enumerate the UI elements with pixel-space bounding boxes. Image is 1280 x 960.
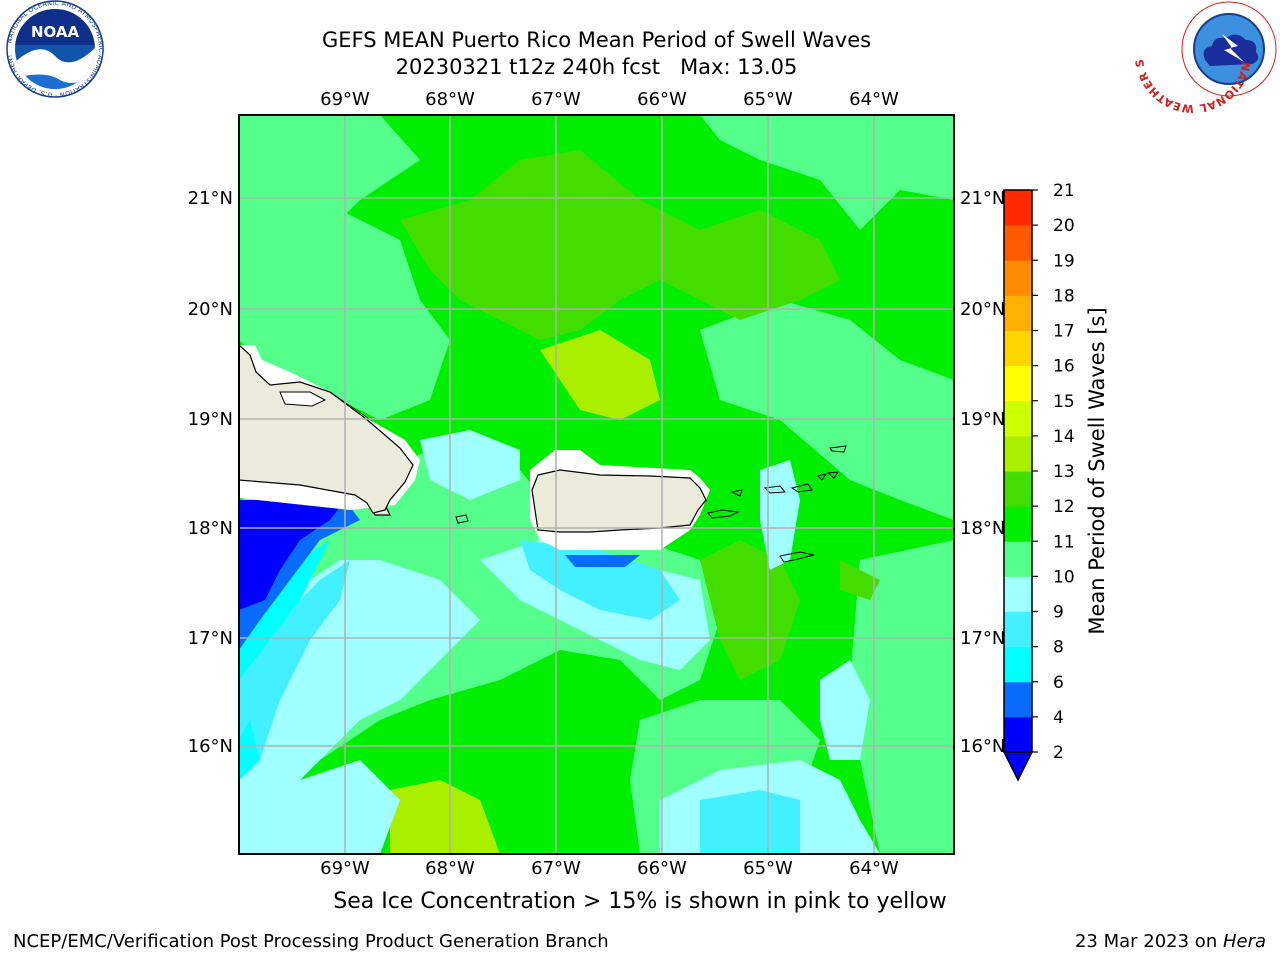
lon-label: 68°W — [425, 858, 475, 879]
colorbar-segment — [1004, 506, 1032, 542]
colorbar-tick-label: 15 — [1053, 392, 1075, 412]
lat-label: 21°N — [188, 188, 233, 209]
footer-date-text: 23 Mar 2023 on — [1074, 931, 1223, 952]
lat-label: 16°N — [188, 736, 233, 757]
lat-label: 19°N — [188, 409, 233, 430]
gridlines — [239, 115, 954, 854]
colorbar-tick-label: 2 — [1053, 743, 1064, 763]
lon-label: 69°W — [320, 858, 370, 879]
colorbar-tick-label: 13 — [1053, 462, 1075, 482]
nws-ring-text: NATIONAL WEATHER SERVICE — [0, 0, 1252, 115]
chart-title: GEFS MEAN Puerto Rico Mean Period of Swe… — [321, 28, 872, 52]
lon-label: 67°W — [531, 89, 581, 110]
lon-labels-bottom: 69°W 68°W 67°W 66°W 65°W 64°W — [320, 858, 899, 879]
map-frame — [238, 114, 955, 855]
footer-date: 23 Mar 2023 on Hera — [1075, 931, 1266, 952]
colorbar-label: Mean Period of Swell Waves [s] — [1085, 307, 1109, 635]
lat-label: 17°N — [960, 628, 1005, 649]
colorbar-segment — [1004, 400, 1032, 437]
colorbar-tick-label: 19 — [1053, 251, 1075, 271]
colorbar-tick-label: 8 — [1053, 638, 1064, 658]
lon-label: 66°W — [637, 858, 687, 879]
forecast-date: 20230321 t12z 240h fcst — [395, 55, 661, 79]
colorbar-segment — [1004, 295, 1032, 331]
lon-label: 65°W — [743, 858, 793, 879]
footer-credit: NCEP/EMC/Verification Post Processing Pr… — [13, 931, 609, 952]
lat-label: 19°N — [960, 409, 1005, 430]
colorbar-tick-label: 9 — [1053, 603, 1064, 623]
colorbar-extend-arrow — [1002, 751, 1034, 782]
colorbar-tick-label: 6 — [1053, 673, 1064, 693]
lon-labels-top: 69°W 68°W 67°W 66°W 65°W 64°W — [320, 89, 899, 110]
colorbar-segment — [1004, 471, 1032, 507]
lat-label: 18°N — [960, 518, 1005, 539]
colorbar-tick-label: 4 — [1053, 708, 1064, 728]
colorbar: 2 4 6 8 9 10 11 12 13 14 15 16 17 18 19 20 21 — [1002, 181, 1075, 782]
colorbar-segment — [1004, 576, 1032, 612]
colorbar-tick-label: 21 — [1053, 181, 1075, 201]
colorbar-tick-label: 11 — [1053, 532, 1075, 552]
lon-label: 64°W — [849, 89, 899, 110]
lon-label: 68°W — [425, 89, 475, 110]
colorbar-tick-label: 14 — [1053, 427, 1075, 447]
lon-label: 64°W — [849, 858, 899, 879]
lat-label: 18°N — [188, 518, 233, 539]
svg-text:NATIONAL WEATHER SERVICE: NATIONAL WEATHER SERVICE — [0, 0, 1253, 115]
colorbar-segment — [1004, 365, 1032, 402]
colorbar-tick-label: 17 — [1053, 322, 1075, 342]
swell-field — [239, 115, 954, 854]
colorbar-segment — [1004, 541, 1032, 577]
lat-label: 20°N — [960, 299, 1005, 320]
sea-ice-caption: Sea Ice Concentration > 15% is shown in … — [333, 889, 947, 914]
lat-label: 21°N — [960, 188, 1005, 209]
colorbar-segment — [1004, 260, 1032, 296]
lon-label: 69°W — [320, 89, 370, 110]
lat-label: 20°N — [188, 299, 233, 320]
colorbar-segment — [1004, 681, 1032, 718]
colorbar-segment — [1004, 330, 1032, 367]
colorbar-segment — [1004, 225, 1032, 261]
chart-subtitle: 20230321 t12z 240h fcst Max: 13.05 — [0, 54, 1193, 80]
lat-labels-right: 21°N 20°N 19°N 18°N 17°N 16°N — [960, 188, 1005, 757]
max-value: Max: 13.05 — [680, 55, 798, 79]
colorbar-tick-label: 18 — [1053, 286, 1075, 306]
lat-label: 17°N — [188, 628, 233, 649]
lon-label: 67°W — [531, 858, 581, 879]
colorbar-tick-label: 16 — [1053, 357, 1075, 377]
lat-labels-left: 21°N 20°N 19°N 18°N 17°N 16°N — [188, 188, 233, 757]
colorbar-segment — [1004, 190, 1032, 226]
lon-label: 66°W — [637, 89, 687, 110]
noaa-logo: NATIONAL OCEANIC AND ATMOSPHERIC ADMINIS… — [0, 0, 105, 99]
noaa-wordmark: NOAA — [31, 23, 80, 41]
lat-label: 16°N — [960, 736, 1005, 757]
colorbar-tick-label: 12 — [1053, 497, 1075, 517]
colorbar-tick-label: 10 — [1053, 567, 1075, 587]
colorbar-segment — [1004, 716, 1032, 753]
footer-host: Hera — [1222, 931, 1266, 952]
colorbar-segment — [1004, 435, 1032, 472]
colorbar-segment — [1004, 646, 1032, 683]
colorbar-tick-label: 20 — [1053, 216, 1075, 236]
lon-label: 65°W — [743, 89, 793, 110]
colorbar-segment — [1004, 611, 1032, 648]
